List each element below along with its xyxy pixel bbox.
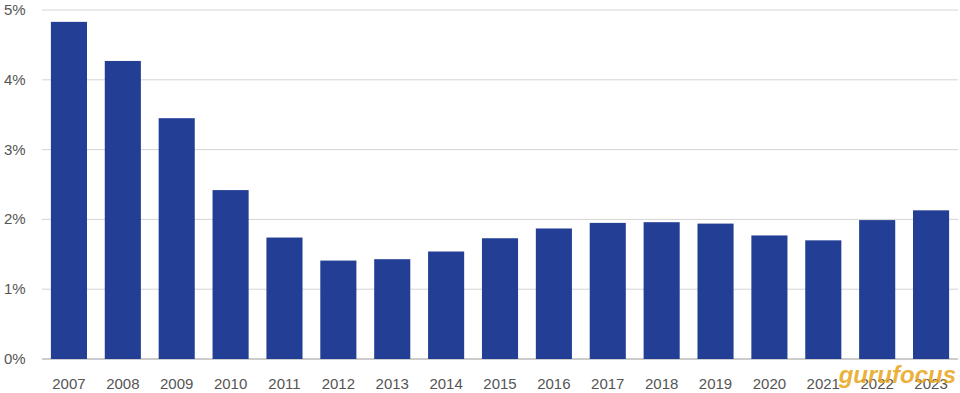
x-tick-labels: 2007 2008 2009 2010 2011 2012 2013 2014 2015 2016…	[52, 375, 947, 392]
bar	[644, 222, 680, 359]
bar	[105, 61, 141, 359]
y-tick-label: 3%	[4, 141, 26, 158]
y-grid	[42, 10, 958, 359]
x-tick-label: 2019	[699, 375, 732, 392]
chart-container: 0% 1% 2% 3% 4% 5% 2007 2008 2009 2010 2011 2012 2013…	[0, 0, 960, 393]
bar	[374, 259, 410, 359]
x-tick-label: 2014	[429, 375, 462, 392]
x-tick-label: 2021	[807, 375, 840, 392]
bar	[51, 22, 87, 359]
x-tick-label: 2017	[591, 375, 624, 392]
y-tick-labels: 0% 1% 2% 3% 4% 5%	[4, 1, 26, 367]
grid-line	[42, 79, 958, 80]
bar	[590, 223, 626, 359]
bar	[266, 238, 302, 359]
y-tick-label: 0%	[4, 350, 26, 367]
watermark: gurufocus	[838, 361, 956, 388]
y-tick-label: 1%	[4, 280, 26, 297]
x-tick-label: 2010	[214, 375, 247, 392]
x-tick-label: 2008	[106, 375, 139, 392]
bar	[536, 228, 572, 359]
bar	[859, 220, 895, 359]
bar	[913, 210, 949, 359]
bar	[805, 240, 841, 359]
x-tick-label: 2007	[52, 375, 85, 392]
grid-line	[42, 10, 958, 11]
bar	[320, 261, 356, 359]
bar	[697, 224, 733, 359]
x-tick-label: 2020	[753, 375, 786, 392]
bar	[482, 238, 518, 359]
x-tick-label: 2012	[322, 375, 355, 392]
bar	[213, 190, 249, 359]
bar	[428, 252, 464, 359]
x-tick-label: 2016	[537, 375, 570, 392]
x-tick-label: 2015	[483, 375, 516, 392]
bar	[751, 235, 787, 359]
bar	[159, 118, 195, 359]
x-tick-label: 2009	[160, 375, 193, 392]
y-tick-label: 4%	[4, 71, 26, 88]
x-tick-label: 2018	[645, 375, 678, 392]
y-tick-label: 5%	[4, 1, 26, 18]
x-tick-label: 2013	[376, 375, 409, 392]
x-tick-label: 2011	[268, 375, 300, 392]
bars	[51, 22, 949, 359]
chart-svg: 0% 1% 2% 3% 4% 5% 2007 2008 2009 2010 2011 2012 2013…	[0, 0, 960, 393]
y-tick-label: 2%	[4, 210, 26, 227]
